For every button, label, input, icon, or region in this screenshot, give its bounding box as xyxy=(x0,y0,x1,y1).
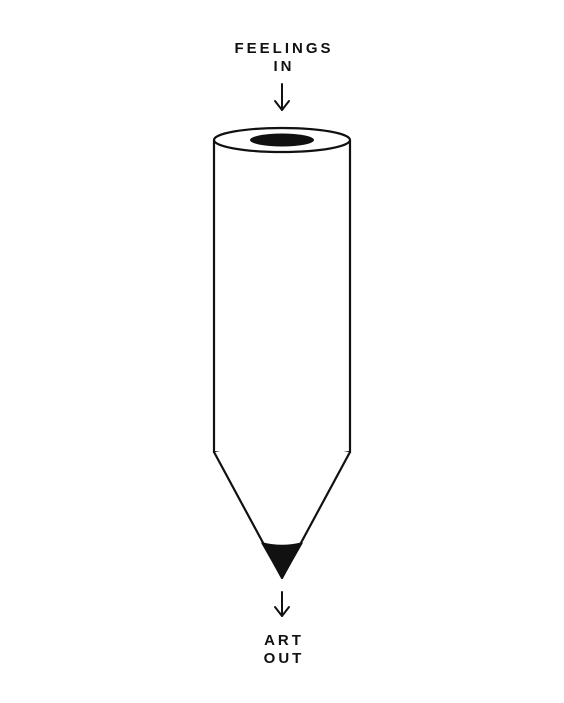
caption-line-in: IN xyxy=(273,58,295,75)
caption-line-out: OUT xyxy=(263,650,305,667)
arrow-down-bottom-icon xyxy=(274,591,290,617)
art-out-caption: ART OUT xyxy=(2,632,564,668)
pencil-hole xyxy=(250,133,314,147)
arrow-down-top-icon xyxy=(274,83,290,111)
pencil-tip xyxy=(213,451,351,580)
pencil-body xyxy=(212,126,352,461)
caption-line-art: ART xyxy=(264,632,304,649)
caption-line-feelings: FEELINGS xyxy=(234,40,334,57)
feelings-in-caption: FEELINGS IN xyxy=(2,40,564,76)
pencil-lead xyxy=(261,542,303,579)
